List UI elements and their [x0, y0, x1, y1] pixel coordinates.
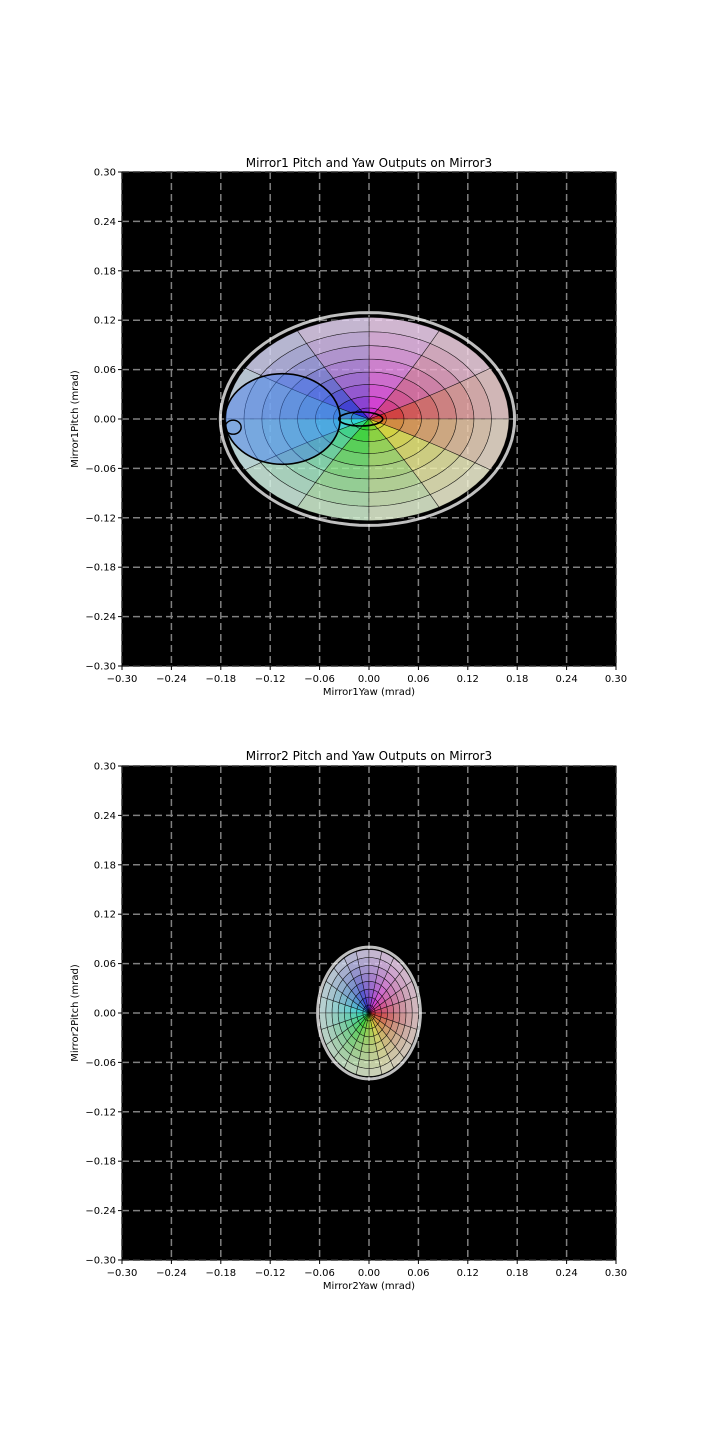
- y-tick-label: −0.06: [85, 1058, 116, 1069]
- y-tick-label: 0.30: [94, 762, 116, 773]
- y-tick-label: 0.24: [94, 811, 116, 822]
- x-ticks: −0.30 −0.24 −0.18 −0.12 −0.06 0.00 0.06 0.12 0.1…: [107, 1260, 627, 1279]
- x-tick-label: 0.06: [407, 1268, 429, 1279]
- x-tick-label: 0.24: [555, 674, 577, 685]
- x-tick-label: −0.18: [205, 674, 236, 685]
- plot-frame: [121, 171, 617, 667]
- y-tick-label: 0.24: [94, 217, 116, 228]
- y-tick-label: 0.00: [94, 415, 116, 426]
- y-axis-label: Mirror1Pitch (mrad): [70, 370, 81, 468]
- y-tick-label: 0.12: [94, 910, 116, 921]
- y-tick-label: −0.12: [85, 1107, 116, 1118]
- overlay-circle: [224, 372, 341, 466]
- x-axis-label: Mirror1Yaw (mrad): [323, 687, 415, 698]
- y-tick-label: 0.06: [94, 959, 116, 970]
- x-tick-label: 0.18: [506, 674, 528, 685]
- x-tick-label: 0.18: [506, 1268, 528, 1279]
- x-tick-label: −0.12: [255, 674, 286, 685]
- x-tick-label: −0.06: [304, 1268, 335, 1279]
- y-tick-label: −0.24: [85, 612, 116, 623]
- chart-title: Mirror1 Pitch and Yaw Outputs on Mirror3: [246, 156, 492, 170]
- color-wheel: [316, 945, 422, 1081]
- x-tick-label: −0.12: [255, 1268, 286, 1279]
- wheel-cell: [410, 996, 419, 1014]
- x-axis-label: Mirror2Yaw (mrad): [323, 1281, 415, 1292]
- y-tick-label: 0.12: [94, 316, 116, 327]
- x-ticks: −0.30 −0.24 −0.18 −0.12 −0.06 0.00 0.06 0.12 0.1…: [107, 666, 627, 685]
- y-tick-label: −0.30: [85, 1256, 116, 1267]
- x-tick-label: 0.24: [555, 1268, 577, 1279]
- y-tick-label: 0.30: [94, 168, 116, 179]
- chart-title: Mirror2 Pitch and Yaw Outputs on Mirror3: [246, 749, 492, 763]
- wheel-cell: [474, 418, 510, 471]
- wheel-cell: [360, 973, 370, 983]
- y-tick-label: −0.06: [85, 464, 116, 475]
- y-ticks: −0.30 −0.24 −0.18 −0.12 −0.06 0.00 0.06 0.12 0.1…: [85, 762, 122, 1267]
- overlay-ellipse-small: [224, 419, 242, 435]
- wheel-rim: [316, 945, 422, 1081]
- y-tick-label: 0.00: [94, 1009, 116, 1020]
- y-tick-label: 0.18: [94, 266, 116, 277]
- y-tick-label: −0.30: [85, 662, 116, 673]
- y-tick-label: −0.24: [85, 1206, 116, 1217]
- y-tick-label: −0.18: [85, 563, 116, 574]
- plot-frame: [121, 765, 617, 1261]
- x-tick-label: −0.24: [156, 674, 187, 685]
- chart-mirror1: Mirror1 Pitch and Yaw Outputs on Mirror3…: [70, 156, 627, 698]
- wheel-cell: [319, 1012, 328, 1030]
- y-axis-label: Mirror2Pitch (mrad): [70, 964, 81, 1062]
- y-tick-label: −0.18: [85, 1157, 116, 1168]
- x-tick-label: 0.00: [358, 674, 380, 685]
- x-tick-label: −0.30: [107, 674, 138, 685]
- color-wheel: [218, 311, 517, 527]
- chart-mirror2: Mirror2 Pitch and Yaw Outputs on Mirror3…: [70, 749, 627, 1292]
- x-tick-label: −0.06: [304, 674, 335, 685]
- x-tick-label: 0.30: [605, 1268, 627, 1279]
- wheel-rim: [218, 311, 517, 527]
- x-tick-label: 0.12: [457, 1268, 479, 1279]
- y-ticks: −0.30 −0.24 −0.18 −0.12 −0.06 0.00 0.06 0.12 0.1…: [85, 168, 122, 673]
- x-tick-label: −0.24: [156, 1268, 187, 1279]
- x-tick-label: 0.00: [358, 1268, 380, 1279]
- y-tick-label: 0.18: [94, 860, 116, 871]
- x-tick-label: 0.12: [457, 674, 479, 685]
- y-tick-label: 0.06: [94, 365, 116, 376]
- wheel-cell: [368, 1043, 378, 1053]
- wheel-cell: [410, 1012, 419, 1030]
- x-tick-label: −0.30: [107, 1268, 138, 1279]
- x-tick-label: −0.18: [205, 1268, 236, 1279]
- y-tick-label: −0.12: [85, 513, 116, 524]
- x-tick-label: 0.06: [407, 674, 429, 685]
- wheel-cell: [319, 996, 328, 1014]
- x-tick-label: 0.30: [605, 674, 627, 685]
- overlay-ellipse: [337, 411, 384, 427]
